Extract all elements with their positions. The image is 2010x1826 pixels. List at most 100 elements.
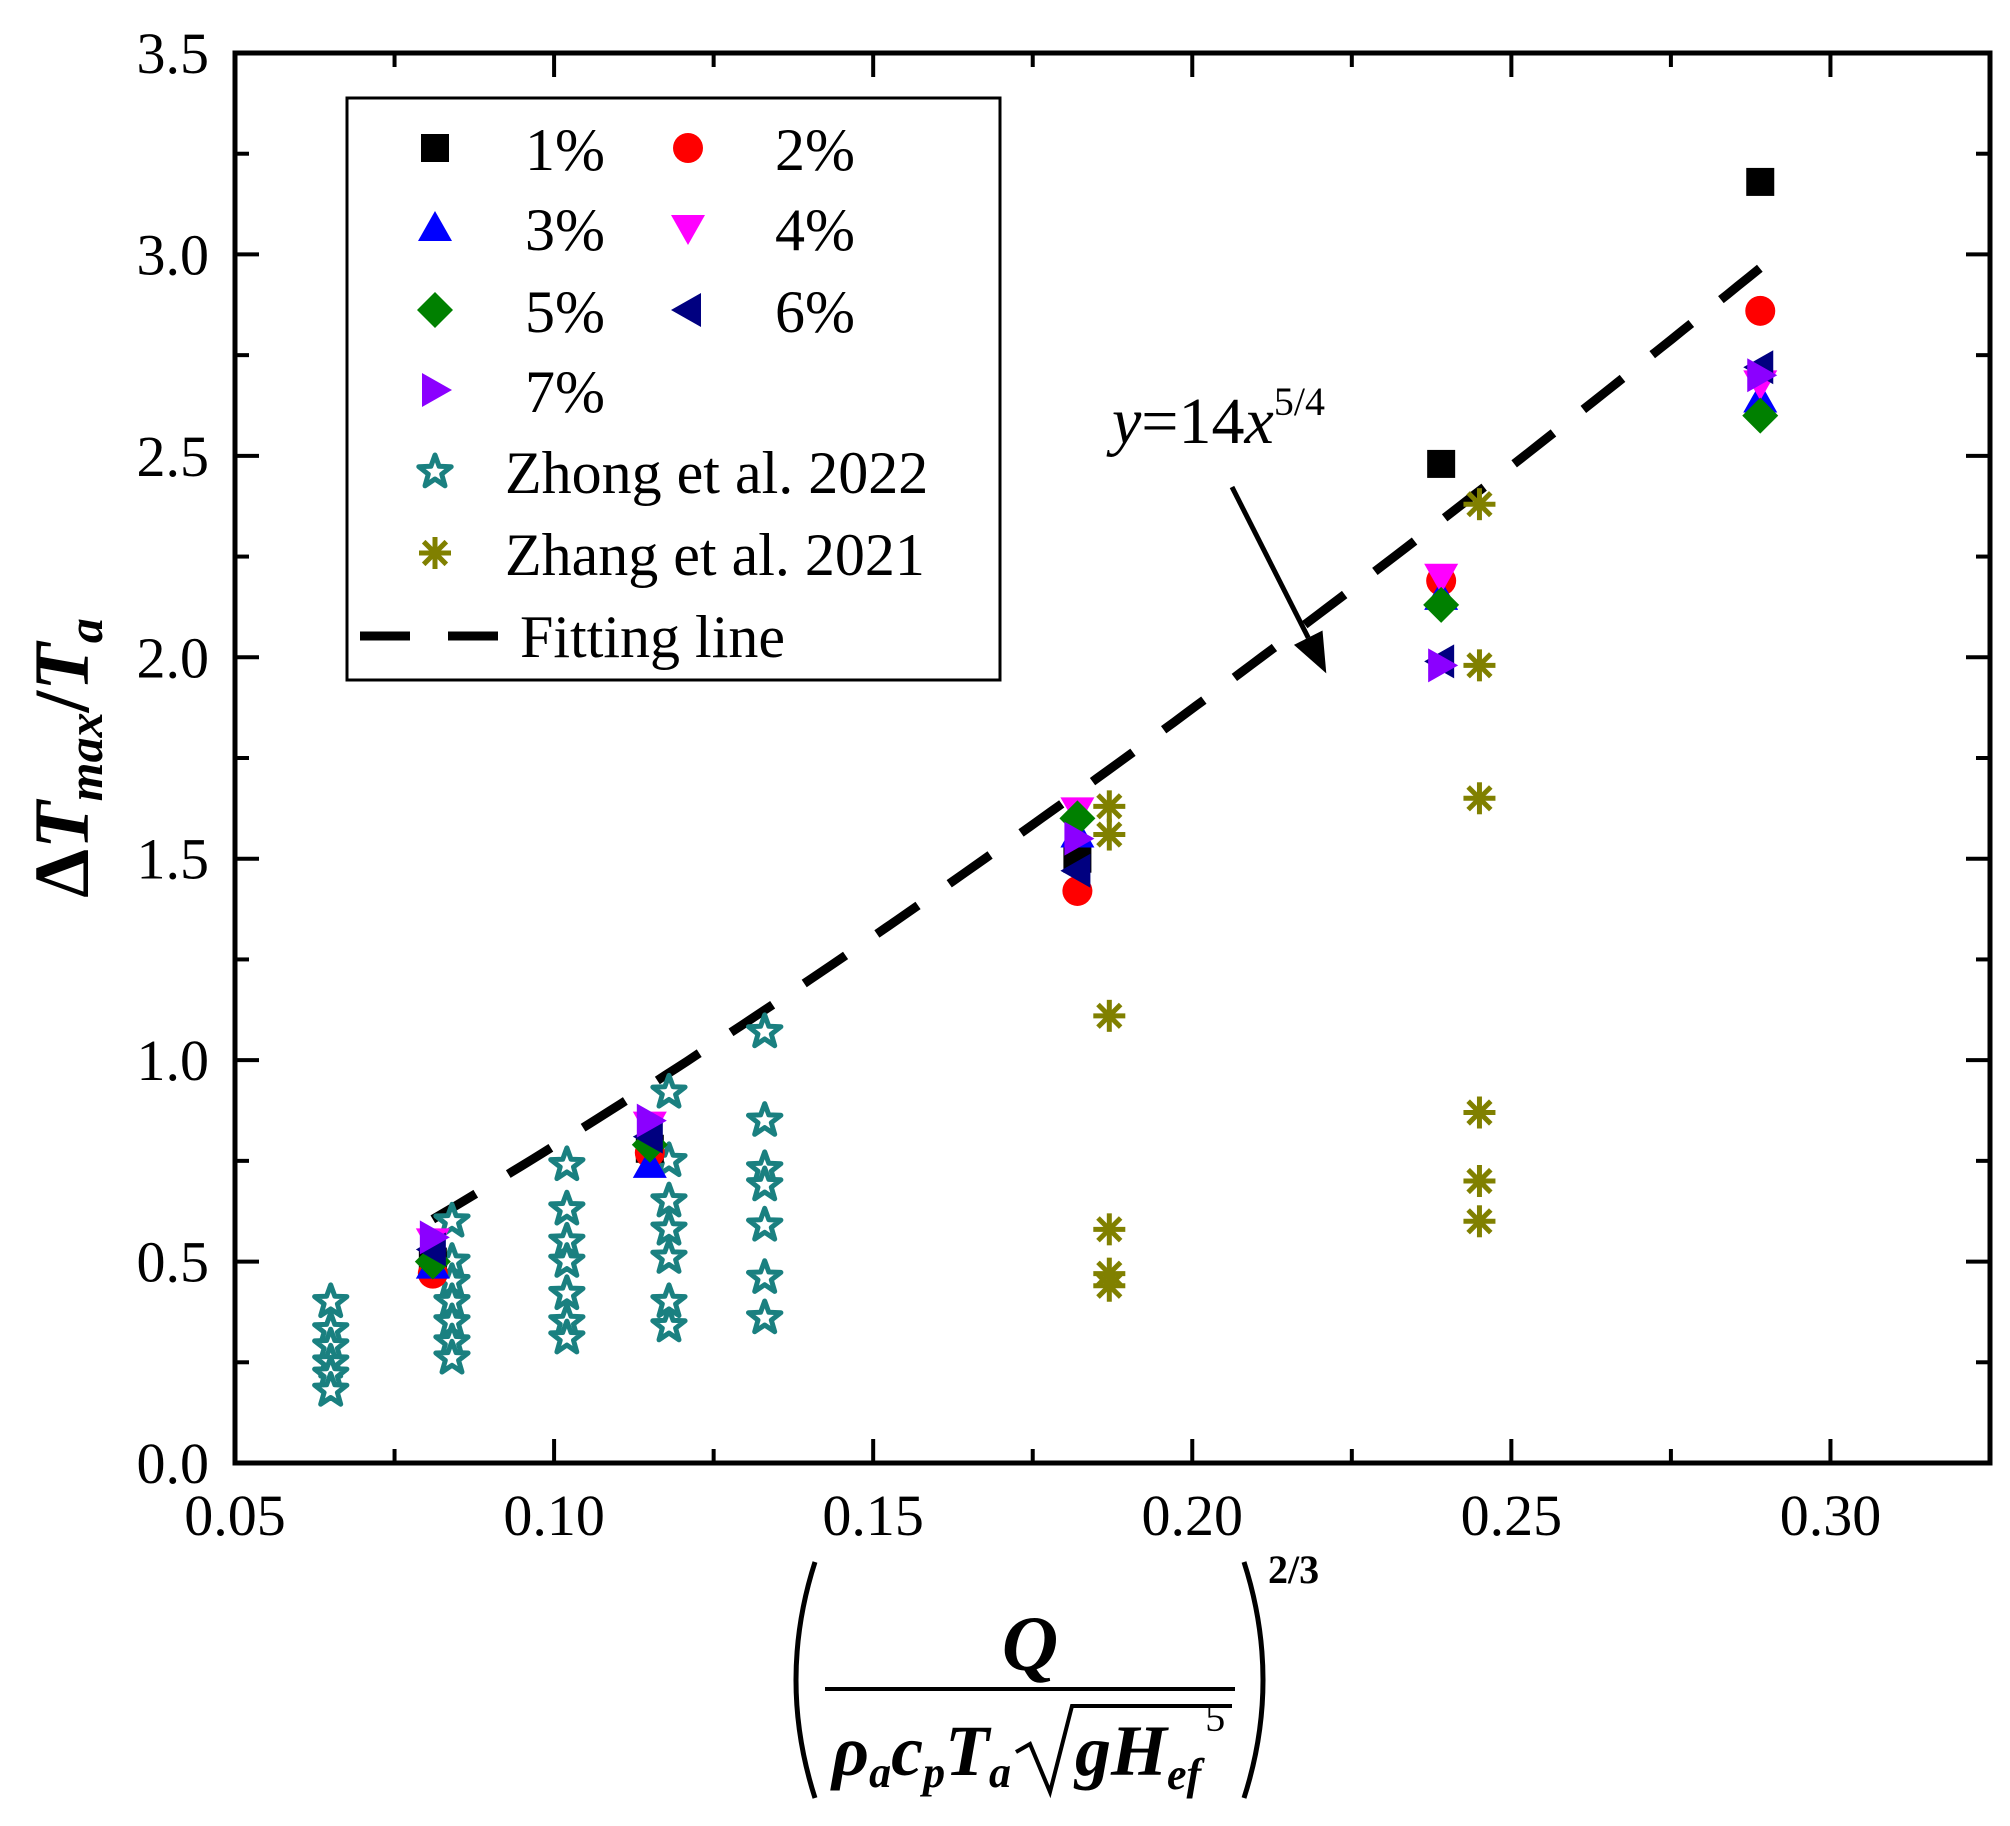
legend-box [345,96,1002,682]
data-point [1424,563,1459,594]
fitting-line-layer [430,264,1764,1224]
legend-label-zhang: Zhang et al. 2021 [505,522,925,588]
data-point [632,1119,663,1154]
y-title-sub2: a [57,618,113,643]
annotation-power: 5/4 [1274,379,1325,424]
x-title-sqrt-sign [1015,1704,1232,1799]
legend-marker [417,292,453,328]
y-title-slash: / [18,689,105,713]
data-point [1093,790,1126,823]
data-point [1093,1213,1126,1246]
x-tick-label: 0.20 [1142,1483,1244,1548]
data-point [312,1282,350,1319]
x-title-denominator: ρacpTa [830,1711,1011,1797]
annotation-arrowhead [1293,630,1327,674]
y-tick-label: 2.0 [137,625,210,690]
y-tick-label: 1.5 [137,827,210,892]
data-point [650,1181,688,1218]
data-point [1064,821,1095,856]
axis-ticks [233,51,1992,1465]
x-tick-label: 0.10 [503,1483,605,1548]
legend-label-5: 5% [525,279,605,345]
fit-annotation: y=14x5/4 [1106,379,1327,674]
x-title-radicand: gHef 5 [1073,1695,1225,1799]
legend-label-fit: Fitting line [520,604,785,670]
data-point [1060,853,1091,888]
data-point [548,1318,586,1355]
data-point [650,1209,688,1246]
y-title-t1: T [18,798,105,849]
data-point [746,1258,784,1294]
data-point [1463,1165,1496,1197]
data-point [548,1274,586,1311]
legend-marker [419,537,451,569]
data-point [1093,999,1126,1032]
data-point [548,1242,586,1278]
data-point [312,1371,350,1407]
legend-marker [673,133,703,163]
annotation-arrow [1229,485,1311,639]
y-tick-label: 3.5 [137,21,210,86]
data-point [636,1103,667,1138]
x-title-h-sup: 5 [1205,1695,1225,1740]
y-tick-label: 1.0 [137,1028,210,1093]
data-point [1463,782,1496,815]
y-title-sub1: max [57,712,113,801]
legend-marker [422,373,452,407]
x-title-c-sub: p [919,1748,945,1797]
axis-tick-labels: 0.05 0.10 0.15 0.20 0.25 0.30 0.0 0.5 1.0 1.5 2.0 2… [137,21,1882,1548]
x-title-h: H [1110,1711,1169,1791]
x-title-rho: ρ [830,1711,869,1791]
data-point [548,1189,586,1226]
fitting-line [430,264,1764,1224]
data-point [1747,358,1778,393]
x-axis-title: 2/3 Q ρacpTa gHef5 [793,1547,1319,1799]
x-title-exponent: 2/3 [1268,1547,1319,1592]
x-tick-label: 0.15 [822,1483,924,1548]
data-point [1423,586,1460,623]
svg-text:y=14x5/4: y=14x5/4 [1106,379,1325,458]
x-tick-label: 0.30 [1780,1483,1882,1548]
data-point [746,1298,784,1335]
y-tick-label: 0.5 [137,1230,210,1295]
data-point [746,1101,784,1137]
x-title-left-paren [793,1561,818,1799]
data-point [1463,649,1496,682]
y-tick-label: 3.0 [137,222,210,287]
x-title-g: g [1073,1711,1111,1791]
x-title-h-sub: ef [1167,1750,1206,1799]
data-point [1463,488,1496,521]
x-tick-label: 0.05 [184,1483,286,1548]
data-point [1742,397,1779,434]
legend-marker [671,215,705,245]
legend-label-4: 4% [775,197,855,263]
legend-label-6: 6% [775,279,855,345]
legend-markers [360,133,705,641]
annotation-y: y [1106,385,1142,458]
x-title-c: c [891,1711,923,1791]
data-point [433,1338,471,1375]
legend-label-zhong: Zhong et al. 2022 [505,440,928,506]
data-point [1427,449,1456,478]
data-point [746,1165,784,1202]
legend: 1% 2% 3% 4% 5% 6% 7% Zhong et al. 2022 Z… [345,96,1002,682]
data-point [433,1201,471,1238]
data-point [1093,1269,1126,1302]
data-point [650,1238,688,1274]
y-axis-title: ΔTmax/Ta [18,618,113,898]
y-title-t2: T [18,640,105,691]
legend-label-7: 7% [525,359,605,425]
x-title-t: T [945,1711,992,1791]
x-title-t-sub: a [989,1748,1011,1797]
data-point [746,1012,784,1049]
data-point [1093,818,1126,851]
data-point [1746,167,1775,196]
data-point [419,1220,450,1255]
data-point [650,1072,688,1109]
data-point [650,1306,688,1343]
legend-marker [418,211,452,241]
data-point [746,1205,784,1242]
annotation-eq: =14 [1141,385,1244,458]
legend-marker [421,134,449,162]
